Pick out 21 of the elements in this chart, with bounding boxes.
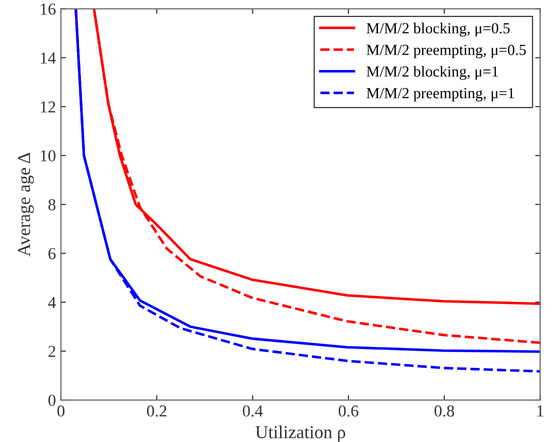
legend-label: M/M/2 preempting, μ=1 (366, 88, 514, 102)
y-tick-label: 14 (40, 52, 56, 64)
y-axis-title: Average age Δ (18, 152, 34, 257)
y-tick-label: 4 (48, 297, 56, 308)
x-tick-label: 1 (537, 405, 544, 416)
x-tick-label: 0.8 (434, 405, 454, 417)
x-tick-label: 0.2 (147, 405, 166, 417)
x-axis-title: Utilization ρ (256, 426, 346, 442)
y-tick-label: 0 (48, 394, 56, 406)
y-tick-label: 10 (40, 150, 56, 162)
y-tick-label: 12 (40, 101, 56, 112)
y-tick-label: 6 (48, 248, 56, 260)
legend-label: M/M/2 blocking, μ=1 (366, 66, 498, 80)
x-tick-label: 0 (57, 405, 64, 417)
y-tick-label: 8 (48, 199, 56, 210)
legend-label: M/M/2 preempting, μ=0.5 (366, 44, 526, 58)
legend-label: M/M/2 blocking, μ=0.5 (366, 22, 510, 37)
x-tick-label: 0.4 (242, 405, 263, 417)
y-tick-label: 2 (48, 346, 56, 357)
x-tick-label: 0.6 (338, 405, 358, 417)
y-tick-label: 16 (40, 4, 56, 15)
